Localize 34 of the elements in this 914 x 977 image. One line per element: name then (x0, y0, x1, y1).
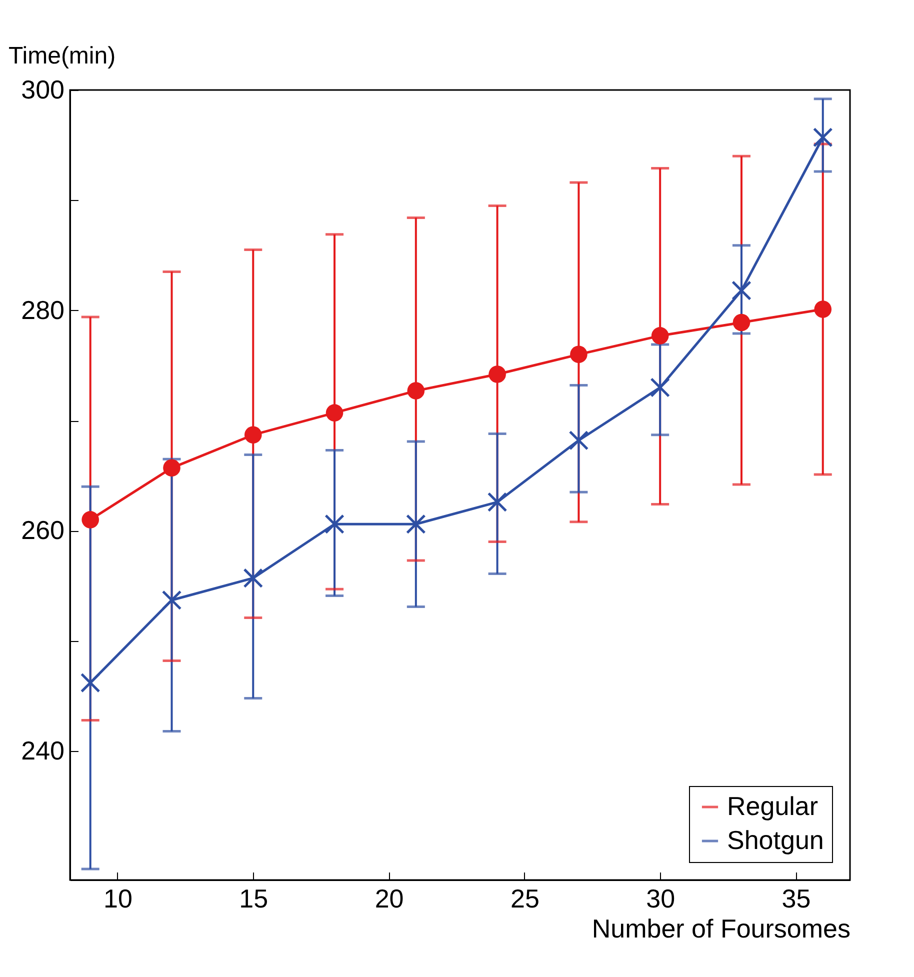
point (570, 346, 588, 364)
y-tick-label: 260 (21, 515, 64, 546)
point (732, 280, 752, 300)
point (488, 366, 506, 383)
point (162, 590, 182, 610)
point (326, 404, 344, 422)
y-tick-label: 280 (21, 294, 64, 325)
point (82, 511, 100, 528)
x-tick-label: 10 (104, 884, 132, 914)
point (487, 492, 508, 512)
point (407, 382, 425, 400)
y-tick-label: 300 (21, 74, 64, 104)
point (812, 127, 833, 148)
point (814, 300, 832, 318)
point (244, 426, 262, 444)
x-tick-label: 25 (510, 884, 540, 914)
point (80, 672, 100, 693)
point (324, 514, 344, 534)
x-tick-label: 35 (782, 884, 811, 914)
y-tick-label: 240 (21, 736, 64, 766)
point (732, 314, 750, 332)
point (243, 568, 264, 588)
x-tick-label: 20 (374, 884, 404, 914)
legend-label: Shotgun (727, 825, 824, 855)
legend-label: Regular (727, 791, 818, 821)
point (406, 514, 426, 534)
x-tick-label: 30 (646, 884, 676, 914)
x-tick-label: 15 (239, 884, 268, 914)
point (163, 459, 180, 477)
y-axis-title: Time(min) (8, 42, 116, 70)
point (651, 327, 669, 344)
x-axis-title: Number of Foursomes (592, 914, 850, 944)
point (568, 430, 589, 450)
point (650, 378, 670, 398)
